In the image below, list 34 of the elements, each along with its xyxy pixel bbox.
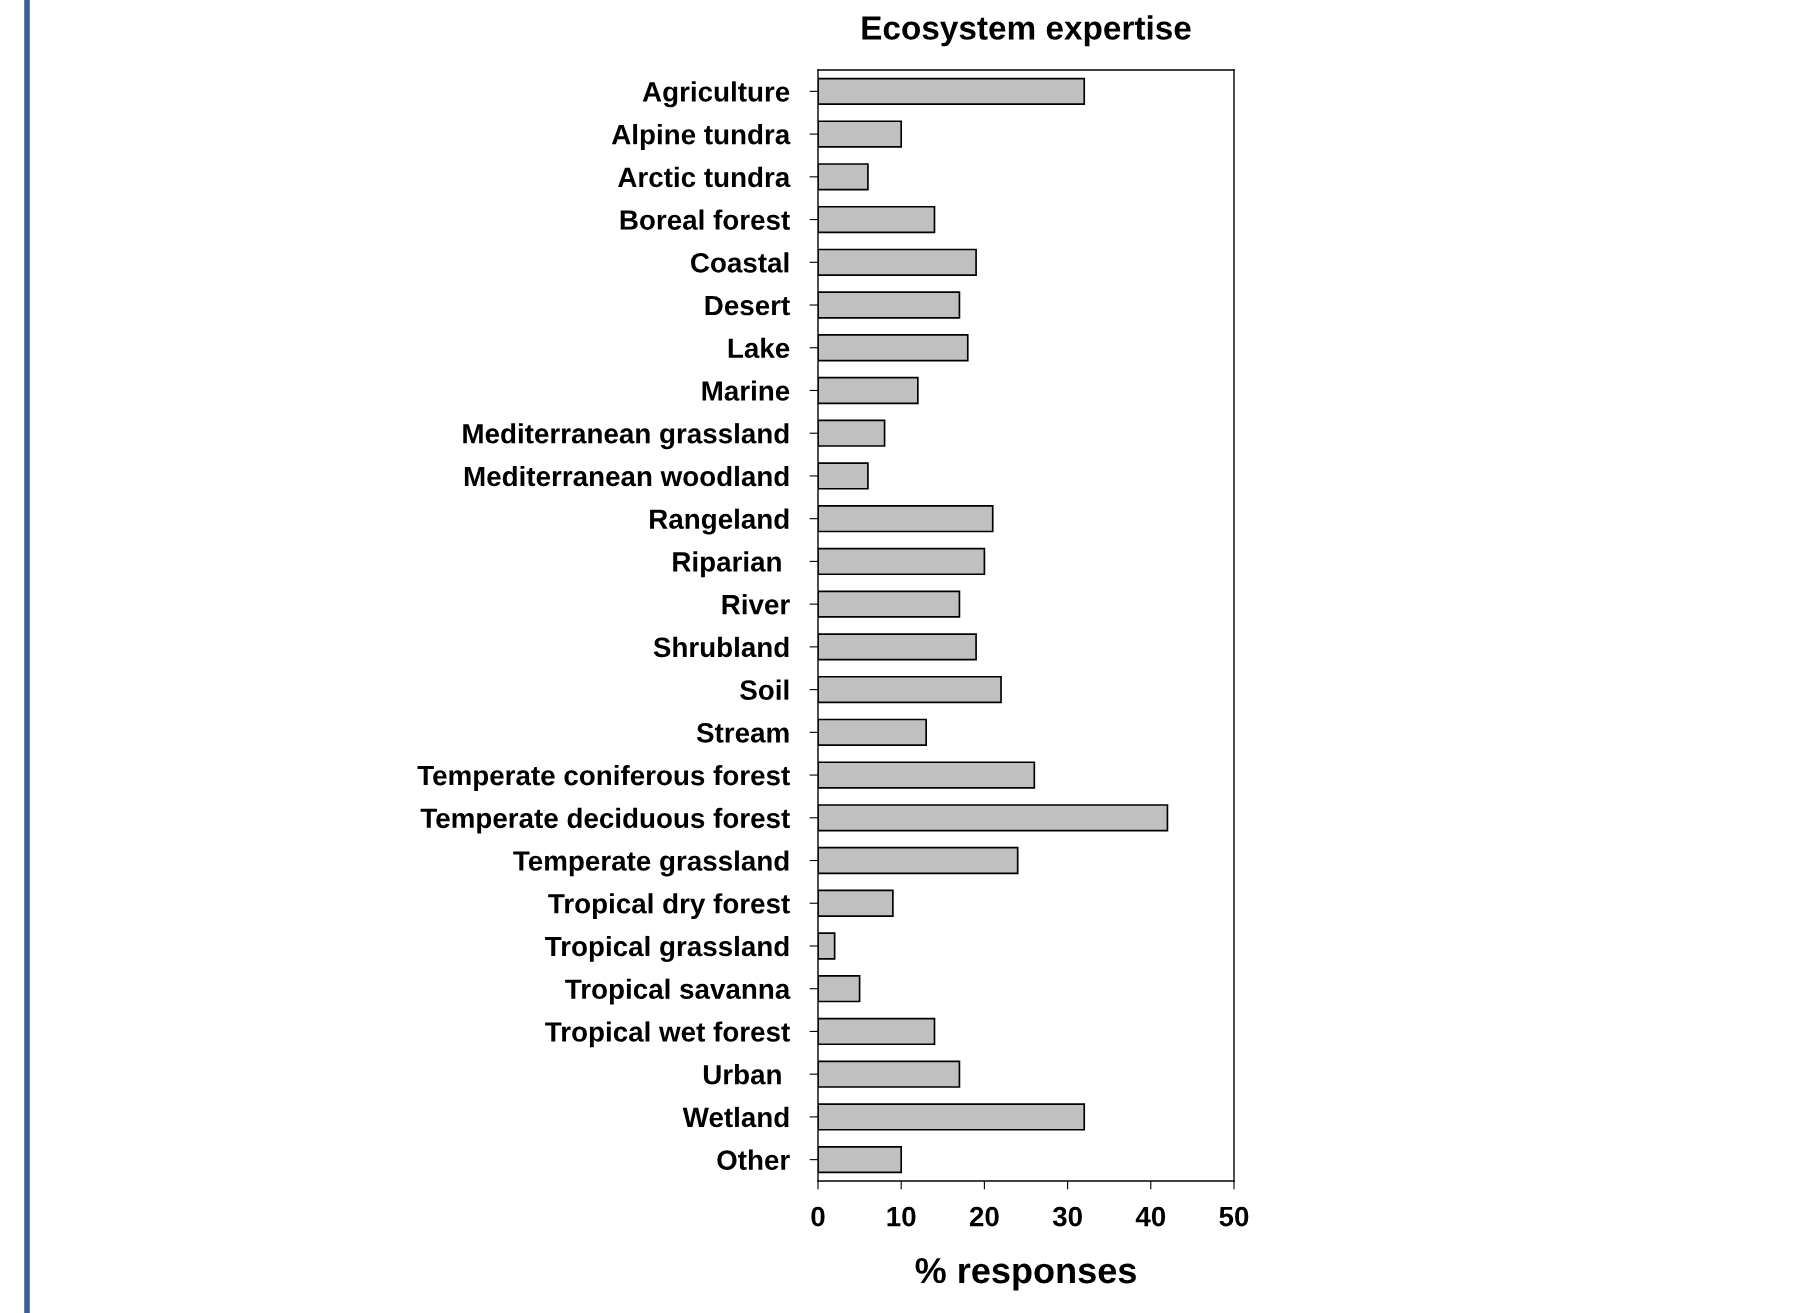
x-tick-label: 40 [1135,1206,1166,1227]
x-tick-label: 0 [811,1206,825,1227]
y-tick-label: Alpine tundra [611,124,791,150]
y-tick-label: Marine [702,380,790,401]
y-tick-label: Coastal [691,252,789,273]
x-tick-label: 10 [887,1206,916,1227]
y-tick-label: Rangeland [650,508,789,535]
y-tick-label: Mediterranean grassland [463,423,789,450]
y-tick-label: Riparian [673,551,781,578]
y-tick-label: Temperate coniferous forest [417,764,790,791]
y-tick-label: Temperate grassland [513,850,789,877]
y-tick-label: Tropical wet forest [545,1021,790,1048]
y-tick-label: Soil [740,679,789,700]
y-tick-label: Mediterranean woodland [464,465,789,487]
x-tick-label: 50 [1219,1206,1249,1227]
y-tick-label: Tropical dry forest [548,893,790,920]
x-tick-label: 30 [1052,1206,1082,1227]
y-tick-label: Arctic tundra [618,166,791,188]
x-axis-title: % responses [915,1257,1136,1291]
x-tick-label: 20 [969,1206,999,1227]
y-tick-label: Tropical grassland [545,935,789,962]
y-tick-label: Other [717,1149,790,1170]
y-tick-label: Desert [705,295,790,316]
y-tick-label: Boreal forest [620,209,790,230]
y-tick-label: Tropical savanna [565,978,791,1005]
y-tick-label: Shrubland [653,636,789,658]
y-tick-label: Temperate deciduous forest [420,807,790,834]
y-tick-label: Wetland [682,1106,789,1128]
chart-title: Ecosystem expertise [862,15,1191,47]
y-tick-label: Lake [728,337,790,359]
y-tick-label: Stream [696,723,789,743]
y-tick-label: Urban [703,1064,781,1085]
y-tick-label: Agriculture [642,81,790,108]
y-tick-label: River [722,594,790,615]
